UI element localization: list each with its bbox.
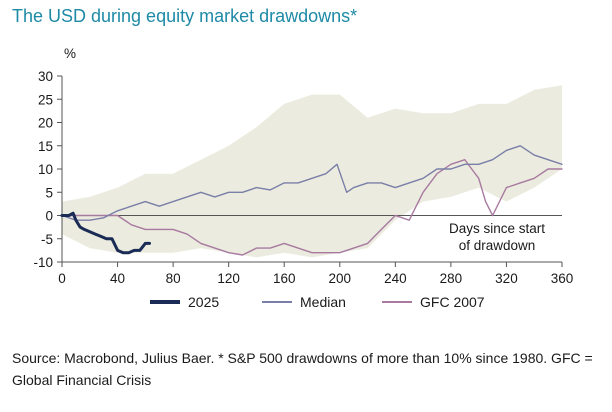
series-line-median [61,145,563,221]
range-band [62,85,562,258]
series-layer [60,145,563,256]
legend-item-median: Median [262,294,346,310]
legend-label-2025: 2025 [188,294,220,310]
x-tick-label: 360 [551,271,574,286]
legend-label-gfc-2007: GFC 2007 [420,294,485,310]
y-tick-label: 15 [38,139,53,154]
x-tick-label: 40 [110,271,125,286]
x-tick-label: 160 [273,271,296,286]
source-note: Source: Macrobond, Julius Baer. * S&P 50… [12,350,593,388]
legend-swatch-2025 [150,300,180,304]
legend-item-gfc-2007: GFC 2007 [382,294,485,310]
legend-item-2025: 2025 [150,294,219,310]
y-tick-label: -5 [41,232,53,247]
y-unit-label: % [64,46,76,61]
tick-label-layer: 30 25 20 15 10 5 0 -5 -10 0 40 80 120 160 200 240 280 320… [33,46,573,286]
y-tick-label: 0 [45,209,53,224]
series-line-gfc-2007 [61,159,563,256]
annotation-line: of drawdown [459,238,536,253]
y-tick-label: 25 [38,92,53,107]
legend-label-median: Median [300,294,346,310]
y-tick-label: 30 [38,69,53,84]
x-tick-label: 0 [58,271,66,286]
annotation-line: Days since start [449,221,545,236]
x-tick-label: 320 [495,271,518,286]
x-tick-label: 280 [440,271,463,286]
x-tick-label: 120 [217,271,240,286]
legend-swatch-median [262,301,292,303]
series-line-2025 [60,211,151,255]
chart-plot: 30 25 20 15 10 5 0 -5 -10 0 40 80 120 160 200 240 280 320… [33,46,573,286]
y-tick-label: 5 [45,185,53,200]
y-tick-label: 10 [38,162,53,177]
x-tick-label: 240 [384,271,407,286]
x-tick-label: 80 [166,271,181,286]
x-tick-label: 200 [329,271,352,286]
legend-swatch-gfc-2007 [382,301,412,303]
legend: 2025 Median GFC 2007 [0,294,612,318]
y-tick-label: -10 [33,255,53,270]
chart-title: The USD during equity market drawdowns* [12,6,358,26]
range-band-layer [62,85,562,258]
y-tick-label: 20 [38,116,53,131]
